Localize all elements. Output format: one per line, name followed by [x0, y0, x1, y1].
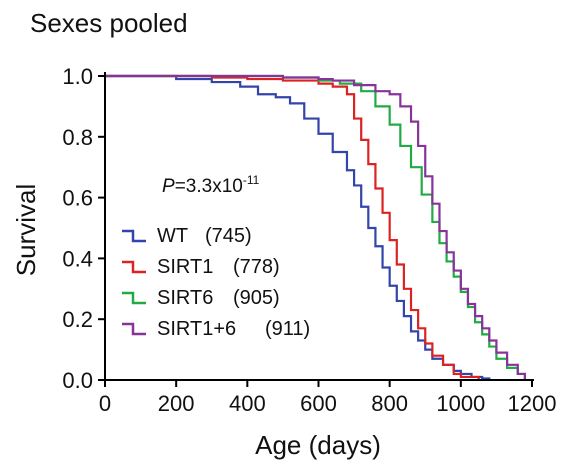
x-tick-label: 1000 [436, 391, 485, 416]
series-line-2 [105, 74, 526, 380]
x-tick-label: 200 [158, 391, 195, 416]
x-tick-label: 400 [229, 391, 266, 416]
y-tick-label: 1.0 [62, 64, 93, 89]
legend-label-1: SIRT1 [157, 256, 213, 278]
y-tick-label: 0.4 [62, 246, 93, 271]
legend-item-0: WT (745) [122, 225, 252, 247]
legend-count-3: (911) [265, 318, 310, 340]
legend-count-0: (745) [205, 225, 252, 247]
legend-item-1: SIRT1 (778) [122, 256, 280, 278]
y-tick-label: 0.2 [62, 307, 93, 332]
series-layer [105, 74, 526, 380]
legend-label-0: WT [157, 225, 188, 247]
legend-swatch-2 [122, 291, 146, 305]
y-tick-label: 0.0 [62, 368, 93, 393]
legend-swatch-3 [122, 322, 146, 336]
chart-title: Sexes pooled [30, 8, 188, 38]
y-tick-label: 0.8 [62, 125, 93, 150]
x-axis-label: Age (days) [255, 430, 381, 460]
p-value-annotation: P=3.3x10-11 [162, 173, 260, 197]
legend-count-1: (778) [233, 256, 280, 278]
axes-layer: 0 200 400 600 800 1000 1200 0.0 0.2 0.4 0.6 0.8 1.0 [62, 64, 556, 416]
legend-label-3: SIRT1+6 [157, 318, 236, 340]
legend-swatch-0 [122, 229, 146, 243]
series-line-3 [105, 74, 526, 380]
legend-count-2: (905) [233, 287, 280, 309]
y-axis-label: Survival [11, 184, 41, 276]
x-tick-label: 1200 [508, 391, 557, 416]
p-value-exponent: -11 [243, 173, 260, 187]
legend-item-2: SIRT6 (905) [122, 287, 280, 309]
x-tick-label: 600 [300, 391, 337, 416]
legend-swatch-1 [122, 260, 146, 274]
legend: WT (745) SIRT1 (778) SIRT6 (905) SIRT1+6 (911) [122, 225, 310, 340]
x-tick-label: 800 [371, 391, 408, 416]
legend-label-2: SIRT6 [157, 287, 213, 309]
p-value-text: =3.3x10 [175, 176, 243, 197]
legend-item-3: SIRT1+6 (911) [122, 318, 310, 340]
x-tick-label: 0 [99, 391, 111, 416]
y-tick-label: 0.6 [62, 186, 93, 211]
p-symbol: P [162, 176, 175, 197]
